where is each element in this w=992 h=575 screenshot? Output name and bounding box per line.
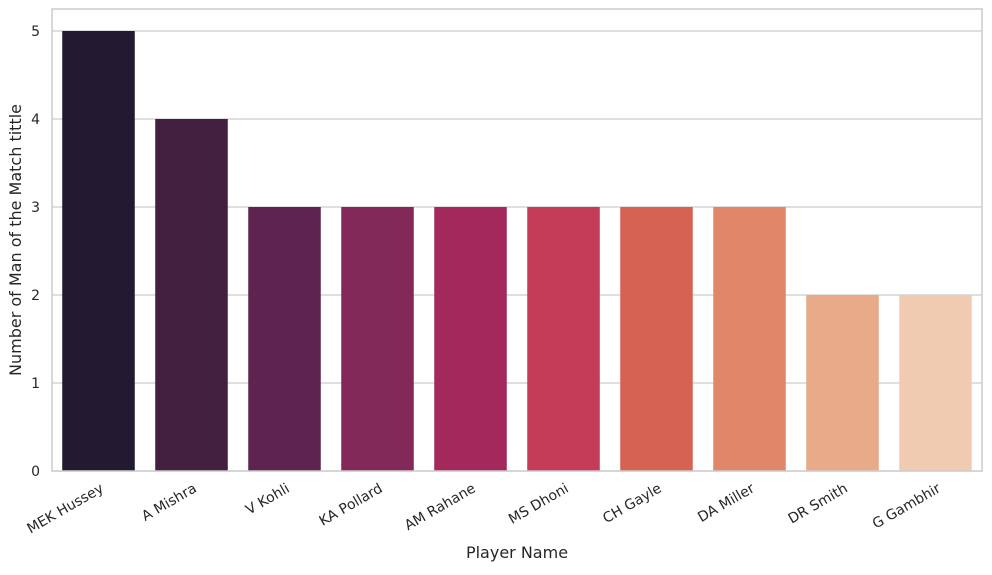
x-tick-label: MEK Hussey (24, 481, 106, 538)
y-tick-labels: 0 1 2 3 4 5 (31, 24, 40, 480)
bar-dr-smith (806, 295, 879, 471)
x-tick-label: DR Smith (786, 481, 851, 528)
x-tick-label: G Gambhir (870, 480, 944, 532)
plot-frame (51, 8, 983, 472)
y-tick-label: 1 (31, 376, 40, 392)
x-tick-label: CH Gayle (600, 481, 664, 527)
x-tick-labels: MEK Hussey A Mishra V Kohli KA Pollard AM Ra… (24, 480, 943, 537)
x-tick-label: A Mishra (139, 481, 199, 525)
x-axis-label: Player Name (466, 543, 568, 562)
bar-da-miller (713, 207, 786, 471)
y-tick-label: 4 (31, 112, 40, 128)
bar-mek-hussey (62, 31, 135, 471)
y-tick-label: 3 (31, 200, 40, 216)
bar-ms-dhoni (527, 207, 600, 471)
y-tick-label: 2 (31, 288, 40, 304)
y-tick-label: 0 (31, 464, 40, 480)
bar-am-rahane (434, 207, 507, 471)
bar-ch-gayle (620, 207, 693, 471)
y-axis-label: Number of Man of the Match tittle (6, 104, 25, 376)
x-tick-label: DA Miller (695, 480, 757, 525)
bars (62, 31, 972, 471)
x-tick-label: KA Pollard (317, 481, 386, 530)
bar-ka-pollard (341, 207, 414, 471)
x-tick-label: V Kohli (243, 481, 292, 519)
x-tick-label: AM Rahane (402, 481, 478, 534)
x-tick-label: MS Dhoni (506, 481, 572, 528)
bar-g-gambhir (899, 295, 972, 471)
bar-v-kohli (248, 207, 321, 471)
bar-a-mishra (155, 119, 228, 471)
y-tick-label: 5 (31, 24, 40, 40)
